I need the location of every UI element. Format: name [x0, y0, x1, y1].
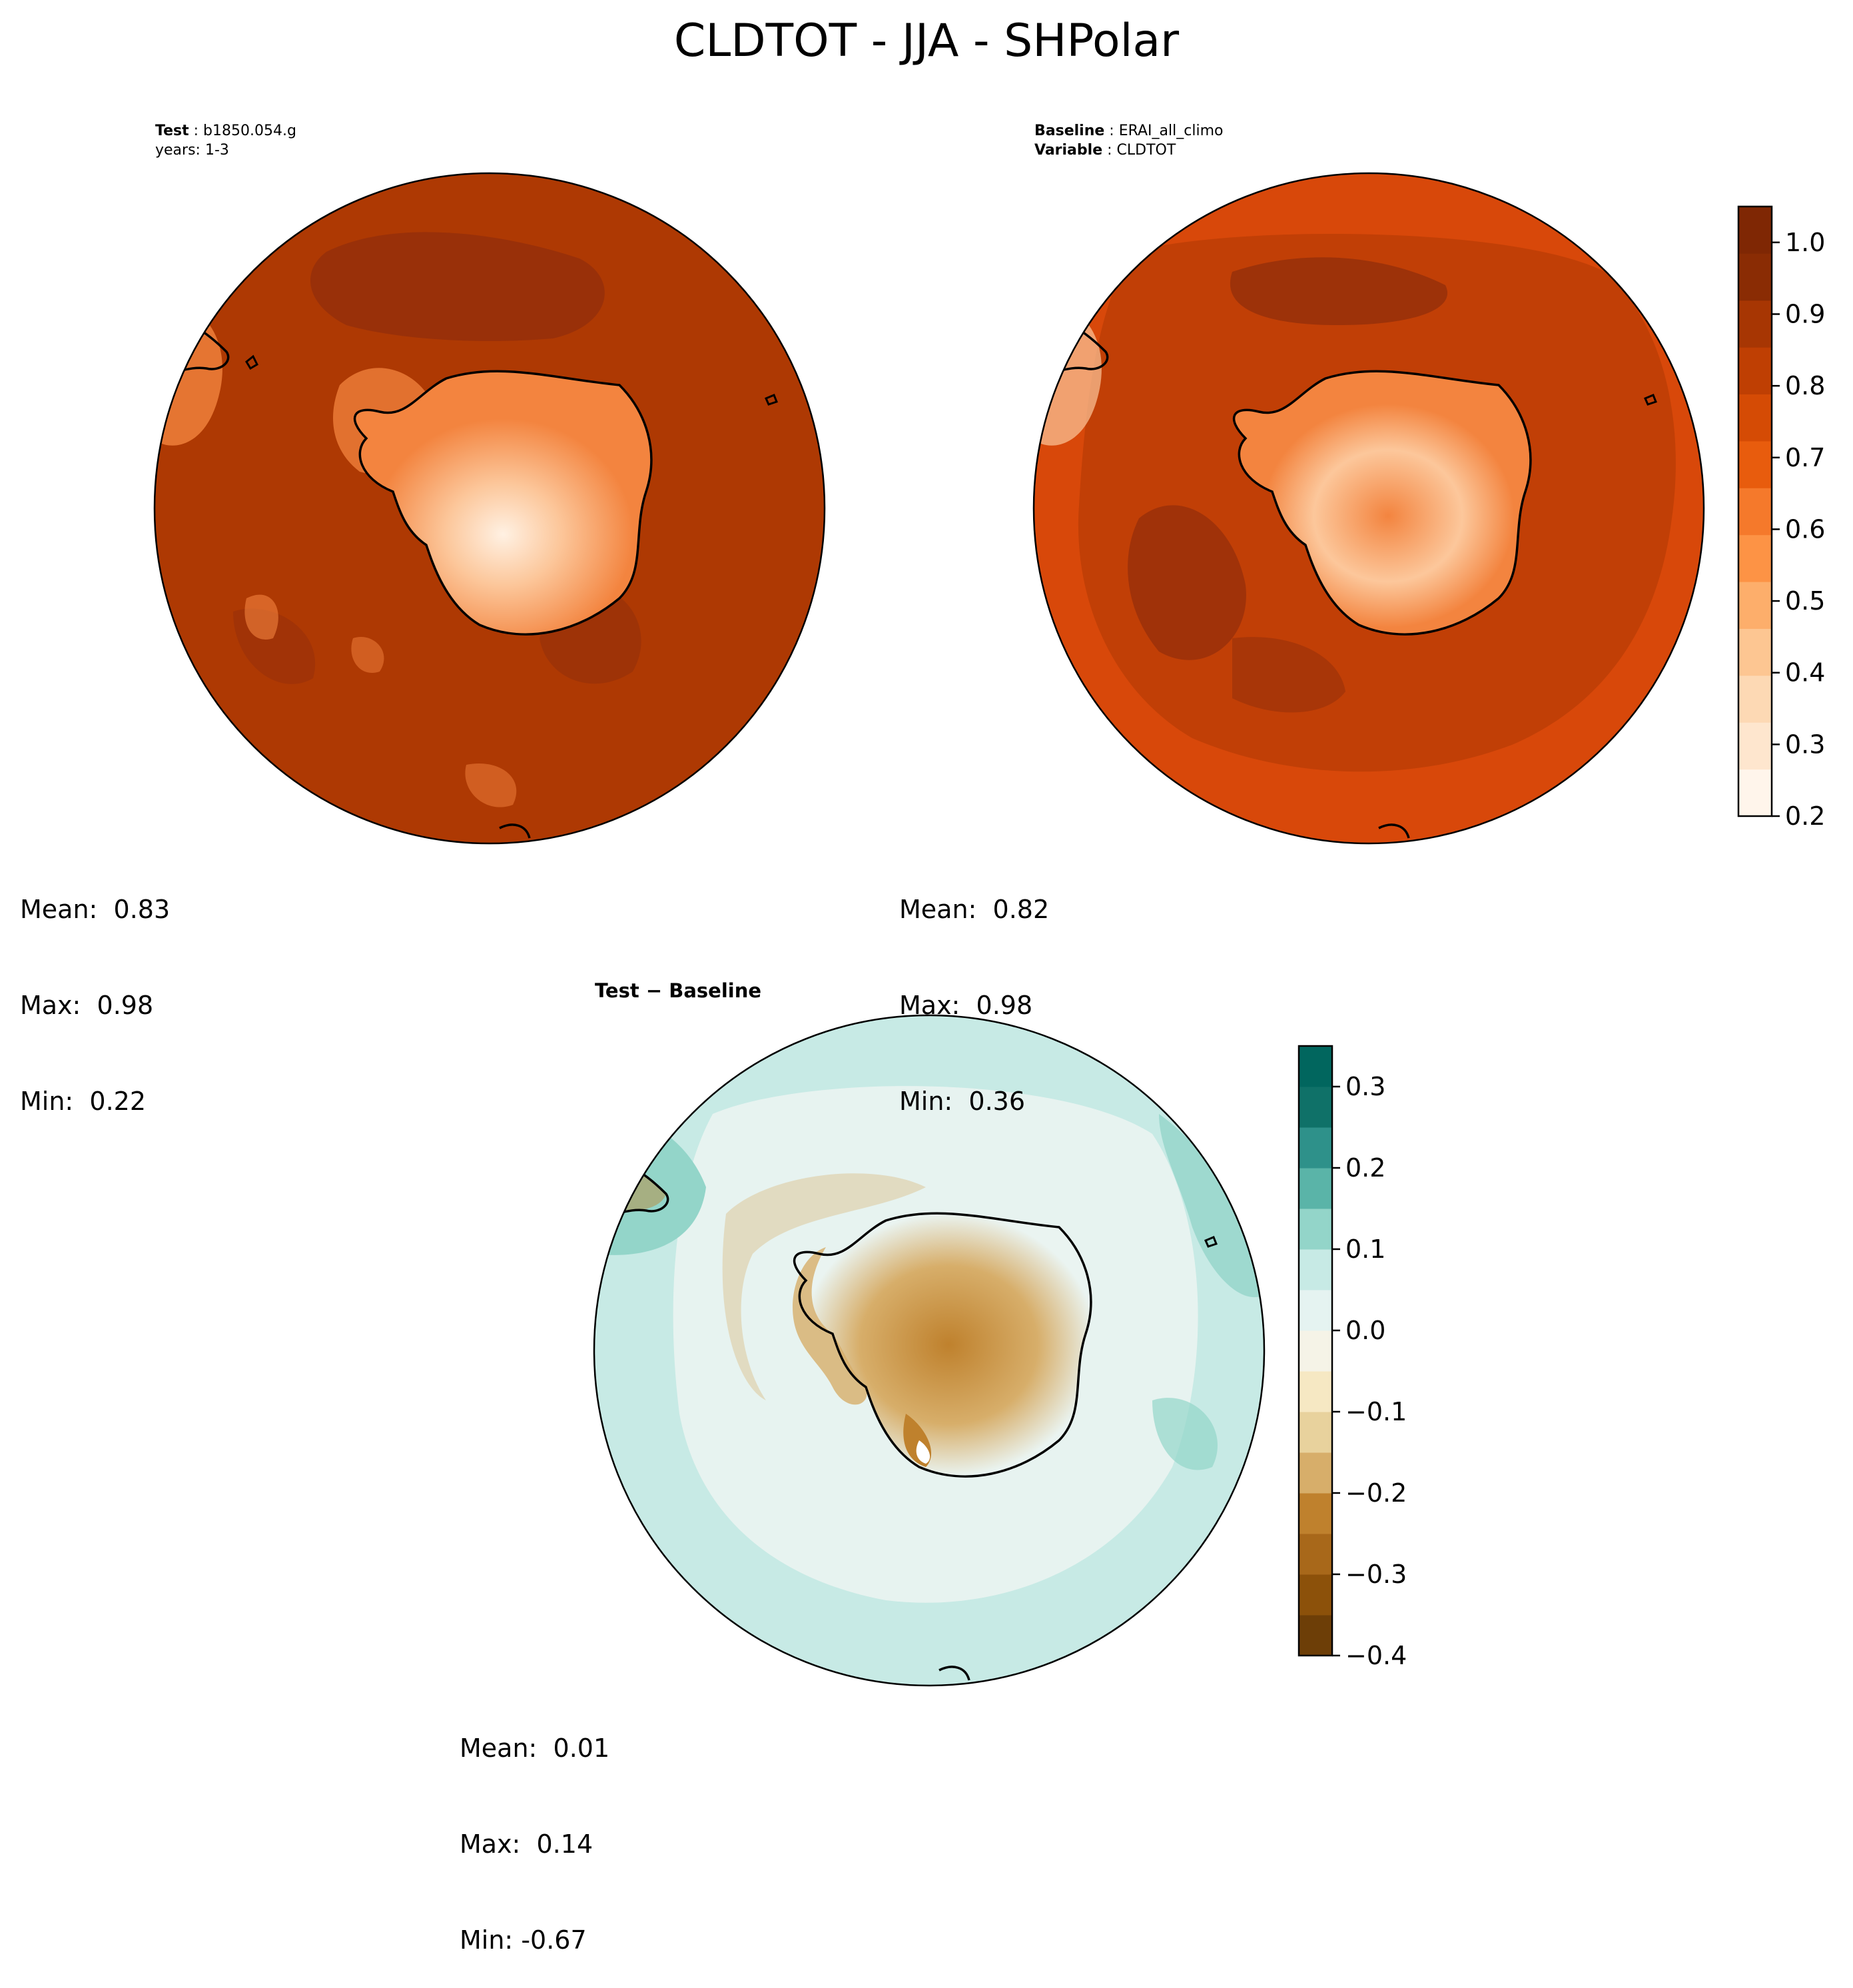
main-colorbar-level	[1738, 675, 1772, 723]
baseline-min: 0.36	[968, 1087, 1026, 1116]
diff-map	[593, 1014, 1266, 1687]
test-label-key: Test	[155, 123, 189, 139]
diff-colorbar-tick-label: −0.1	[1345, 1397, 1407, 1426]
diff-colorbar-level	[1299, 1127, 1332, 1169]
baseline-mean: 0.82	[992, 895, 1050, 924]
main-colorbar-tick-label: 0.8	[1785, 371, 1825, 400]
test-max-label: Max:	[20, 991, 81, 1020]
main-colorbar-level	[1738, 207, 1772, 254]
main-colorbar-level	[1738, 769, 1772, 817]
diff-title: Test − Baseline	[595, 979, 762, 1002]
main-colorbar-tick-label: 1.0	[1785, 228, 1825, 257]
main-colorbar-tick-label: 0.5	[1785, 586, 1825, 616]
main-colorbar-level	[1738, 722, 1772, 770]
diff-colorbar-tick-label: −0.3	[1345, 1560, 1407, 1589]
main-colorbar-level	[1738, 394, 1772, 442]
diff-min-label: Min:	[460, 1925, 514, 1955]
diff-colorbar-tick-label: −0.2	[1345, 1478, 1407, 1508]
main-colorbar-level	[1738, 534, 1772, 582]
diff-mean: 0.01	[553, 1734, 610, 1763]
diff-colorbar-level	[1299, 1087, 1332, 1128]
diff-colorbar-level	[1299, 1249, 1332, 1290]
test-mean: 0.83	[113, 895, 171, 924]
figure-title: CLDTOT - JJA - SHPolar	[673, 15, 1180, 67]
main-colorbar-tick-label: 0.4	[1785, 658, 1825, 688]
baseline-variable-value: CLDTOT	[1116, 142, 1176, 159]
test-map	[153, 172, 826, 845]
main-colorbar-level	[1738, 582, 1772, 629]
diff-colorbar: −0.4 −0.3 −0.2 −0.1 0.0 0.1 0.2 0.3	[1297, 1045, 1407, 1666]
main-colorbar-tick-label: 0.9	[1785, 299, 1825, 328]
diff-colorbar-level	[1299, 1452, 1332, 1494]
diff-colorbar-level	[1299, 1615, 1332, 1656]
diff-mean-label: Mean:	[460, 1734, 538, 1763]
test-max: 0.98	[97, 991, 154, 1020]
main-colorbar-level	[1738, 253, 1772, 301]
main-colorbar-tick-label: 0.6	[1785, 514, 1825, 544]
baseline-max: 0.98	[976, 991, 1033, 1020]
diff-colorbar-tick-label: 0.2	[1345, 1153, 1385, 1183]
baseline-min-label: Min:	[899, 1087, 953, 1116]
baseline-stats: Mean: 0.82 Max: 0.98 Min: 0.36	[899, 829, 1049, 1149]
diff-colorbar-tick-label: 0.0	[1345, 1316, 1385, 1345]
diff-colorbar-level	[1299, 1209, 1332, 1250]
test-label-value: b1850.054.g	[203, 123, 296, 139]
diff-colorbar-tick-label: 0.3	[1345, 1072, 1385, 1101]
baseline-label-value: ERAI_all_climo	[1118, 123, 1224, 139]
main-colorbar-level	[1738, 488, 1772, 536]
main-colorbar: 0.2 0.3 0.4 0.5 0.6 0.7 0.8 0.9 1.0	[1737, 205, 1825, 826]
baseline-label-key: Baseline	[1034, 123, 1105, 139]
diff-colorbar-level	[1299, 1330, 1332, 1372]
diff-stats: Mean: 0.01 Max: 0.14 Min: -0.67	[460, 1668, 609, 1988]
diff-colorbar-level	[1299, 1046, 1332, 1087]
diff-max: 0.14	[536, 1829, 593, 1859]
test-years: years: 1-3	[155, 142, 229, 159]
baseline-max-label: Max:	[899, 991, 960, 1020]
test-stats: Mean: 0.83 Max: 0.98 Min: 0.22	[20, 829, 170, 1149]
test-mean-label: Mean:	[20, 895, 98, 924]
diff-colorbar-level	[1299, 1290, 1332, 1331]
main-colorbar-level	[1738, 440, 1772, 488]
main-colorbar-level	[1738, 300, 1772, 348]
test-min: 0.22	[89, 1087, 147, 1116]
main-colorbar-level	[1738, 628, 1772, 676]
main-colorbar-tick-label: 0.7	[1785, 443, 1825, 472]
diff-colorbar-level	[1299, 1412, 1332, 1453]
diff-max-label: Max:	[460, 1829, 521, 1859]
main-colorbar-tick-label: 0.2	[1785, 801, 1825, 826]
diff-min: -0.67	[521, 1925, 587, 1955]
diff-colorbar-tick-label: 0.1	[1345, 1235, 1385, 1264]
baseline-map	[1032, 172, 1705, 845]
test-header: Test : b1850.054.g years: 1-3	[155, 123, 296, 159]
baseline-variable-key: Variable	[1034, 142, 1103, 159]
diff-colorbar-level	[1299, 1574, 1332, 1616]
test-min-label: Min:	[20, 1087, 74, 1116]
diff-colorbar-level	[1299, 1534, 1332, 1575]
diff-colorbar-level	[1299, 1371, 1332, 1412]
diff-colorbar-tick-label: −0.4	[1345, 1641, 1407, 1666]
baseline-mean-label: Mean:	[899, 895, 977, 924]
main-colorbar-level	[1738, 347, 1772, 395]
diff-colorbar-level	[1299, 1168, 1332, 1209]
diff-colorbar-level	[1299, 1493, 1332, 1534]
main-colorbar-tick-label: 0.3	[1785, 730, 1825, 759]
baseline-header: Baseline : ERAI_all_climo Variable : CLD…	[1034, 123, 1224, 159]
